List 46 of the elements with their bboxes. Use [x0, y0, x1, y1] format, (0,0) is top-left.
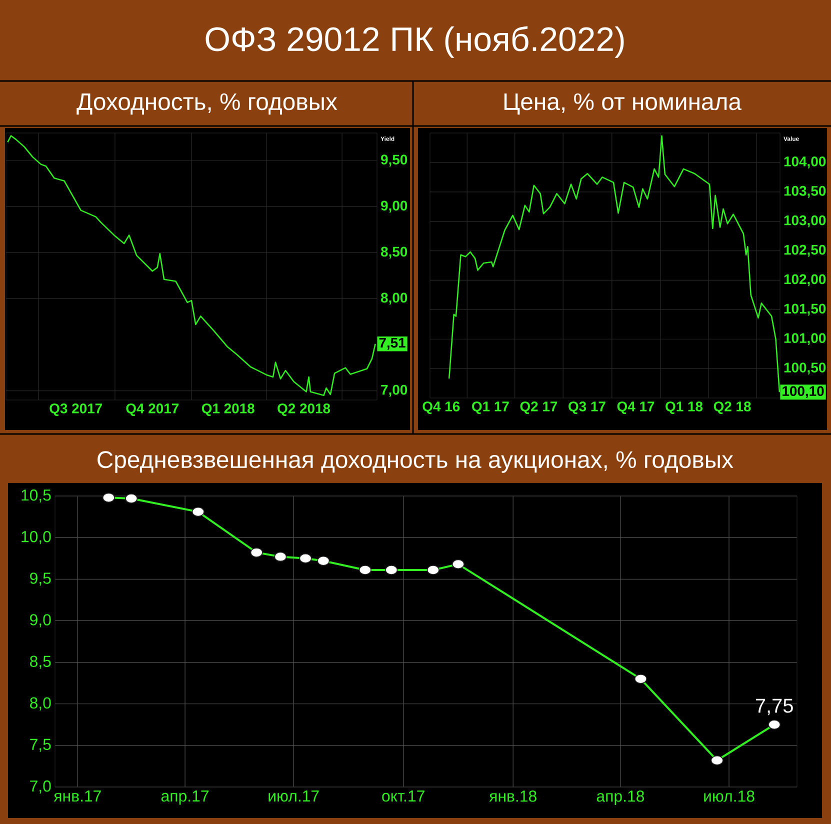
y-tick-label: 8,0	[30, 697, 51, 710]
x-tick-label: Q3 2017	[50, 404, 102, 416]
y-tick-label: 9,5	[30, 572, 51, 586]
y-tick-label: 103,00	[784, 215, 826, 228]
y-tick-label: 102,50	[784, 244, 826, 257]
y-tick-label: 7,0	[30, 780, 51, 794]
annotation: 7,51	[379, 338, 406, 350]
chart-title: Средневзвешенная доходность на аукционах, % годовых	[98, 451, 734, 473]
y-tick-label: 9,0	[30, 614, 51, 628]
x-tick-label: Q1 2018	[202, 404, 254, 416]
y-tick-label: 9,00	[381, 200, 408, 213]
y-tick-label: 10,0	[22, 531, 51, 544]
y-tick-label: 9,50	[381, 154, 408, 167]
y-tick-label: 101,00	[784, 333, 826, 346]
x-tick-label: окт.17	[382, 790, 424, 802]
y-tick-label: 8,5	[30, 656, 51, 669]
x-tick-label: Q2 18	[714, 402, 751, 414]
y-tick-label: 104,00	[784, 156, 826, 168]
x-tick-label: янв.18	[489, 790, 536, 802]
x-tick-label: июл.17	[268, 790, 319, 802]
y-tick-label: 8,00	[380, 292, 408, 305]
y-tick-label: 7,00	[381, 384, 408, 397]
chart-title: ОФЗ 29012 ПК (нояб.2022)	[206, 26, 624, 58]
x-tick-label: Q4 2017	[126, 404, 179, 416]
y-tick-label: 8,50	[380, 246, 408, 259]
chart-subtitle: Доходность, % годовых	[76, 93, 338, 115]
y-tick-label: 100,50	[784, 362, 826, 375]
x-tick-label: Q3 17	[568, 402, 606, 414]
x-tick-label: Q4 16	[422, 402, 460, 414]
x-tick-label: июл.18	[704, 790, 754, 802]
x-tick-label: Q1 17	[472, 402, 509, 414]
y-tick-label: 102,00	[784, 274, 826, 286]
y-tick-label: 103,50	[784, 186, 826, 198]
chart-title: Цена, % от номинала	[504, 93, 742, 115]
annotation: 100,10	[782, 386, 824, 398]
x-tick-label: Q2 17	[520, 402, 558, 414]
data-label: 7,75	[756, 698, 793, 716]
x-tick-label: Q2 2018	[278, 404, 330, 416]
x-tick-label: апр.17	[161, 790, 208, 805]
y-tick-label: 101,50	[784, 304, 826, 316]
x-tick-label: Q1 18	[666, 402, 703, 414]
x-tick-label: янв.17	[54, 790, 101, 802]
y-tick-label: 7,5	[30, 738, 51, 752]
x-tick-label: апр.18	[596, 790, 644, 805]
y-tick-label: 10,5	[22, 489, 51, 503]
x-tick-label: Q4 17	[617, 402, 654, 414]
